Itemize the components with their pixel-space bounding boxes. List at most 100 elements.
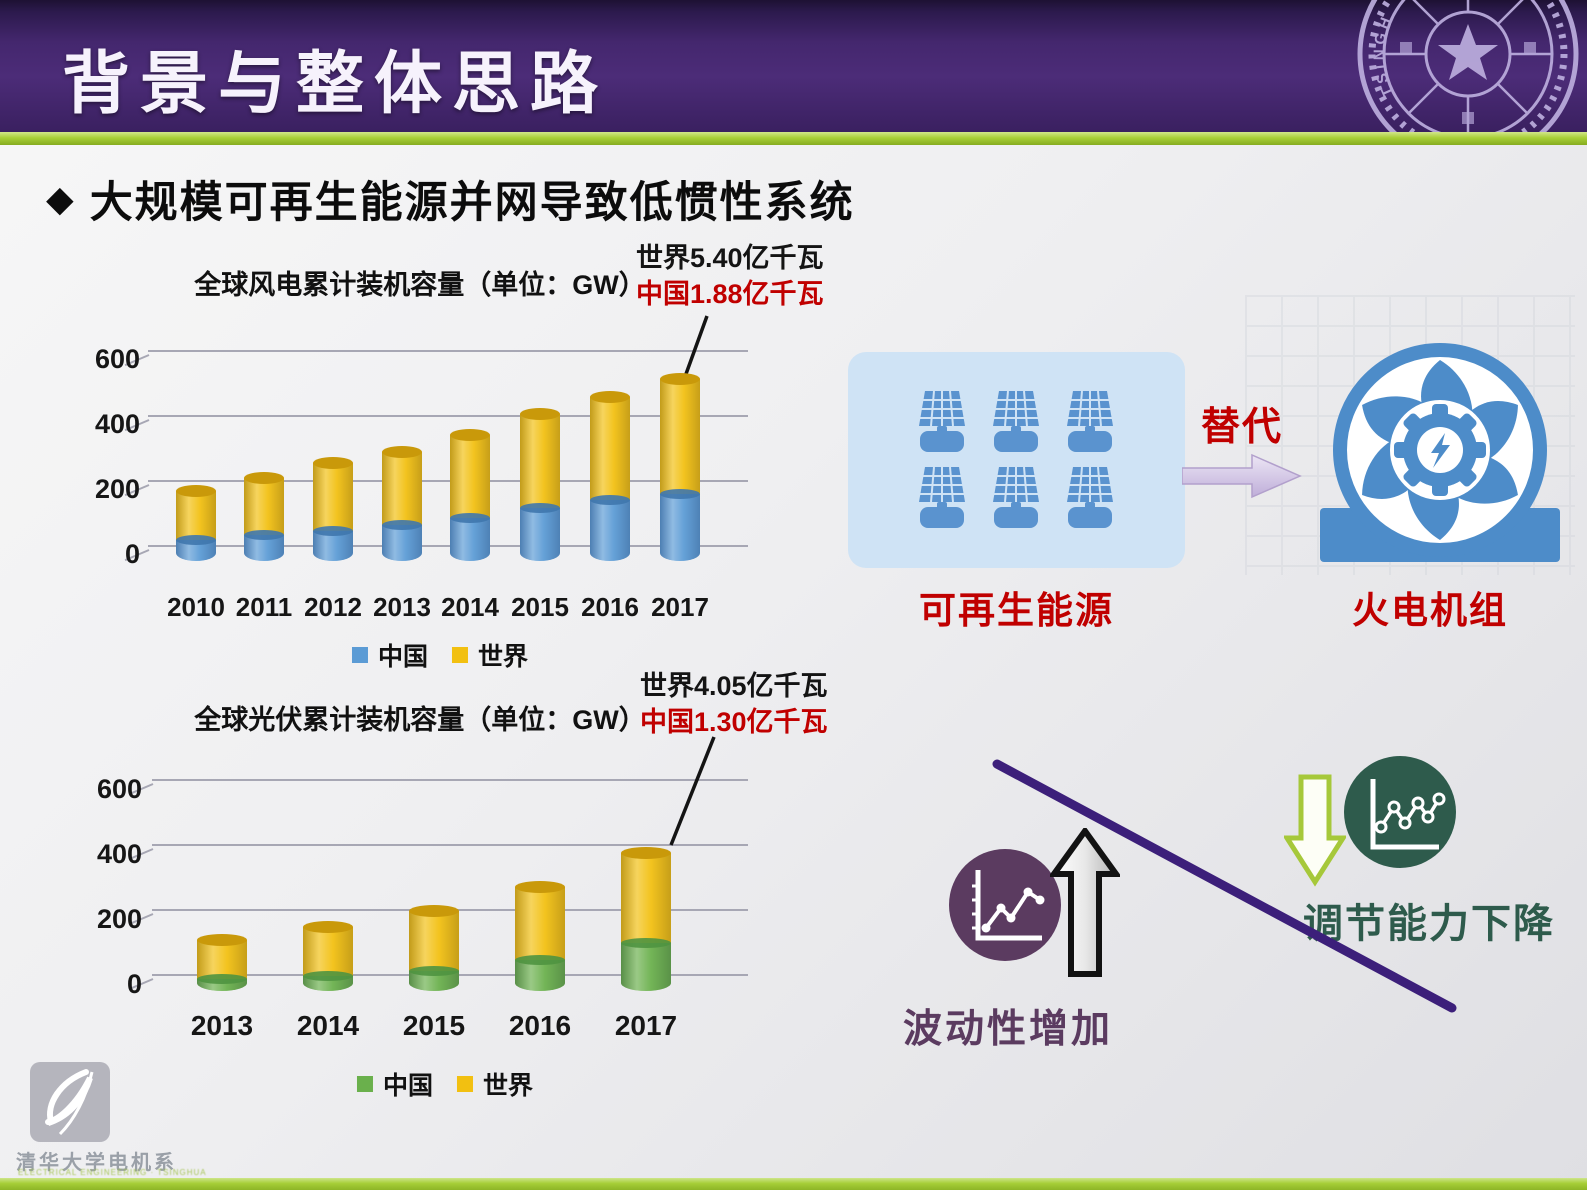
- gridline-600: [152, 779, 748, 781]
- green-divider: [0, 132, 1587, 145]
- pv-chart-annotation: 世界4.05亿千瓦 中国1.30亿千瓦: [640, 668, 828, 740]
- bar-world-segment: [176, 491, 216, 540]
- bar-china-segment: [409, 971, 459, 991]
- x-axis-year-label: 2011: [235, 592, 293, 622]
- y-tick-label: 600: [96, 774, 142, 804]
- wind-chart-legend: 中国 世界: [351, 637, 542, 673]
- bar-junction-cap: [176, 535, 216, 545]
- legend-label-china: 中国: [377, 643, 428, 671]
- bar-world-segment: [244, 478, 284, 535]
- bar-top-cap: [176, 485, 216, 497]
- x-axis-year-label: 2016: [508, 1010, 572, 1041]
- bar-cylinder-shading: [409, 911, 459, 991]
- thermal-turbine-icon: [1320, 343, 1560, 562]
- bar-world-segment: [197, 940, 247, 979]
- bar-china-segment: [590, 500, 630, 561]
- tsinghua-seal-icon: TSINGHUA: [1357, 0, 1579, 132]
- regulation-label: 调节能力下降: [1303, 902, 1555, 946]
- legend-swatch-china: [356, 1076, 373, 1092]
- bar-china-segment: [176, 540, 216, 561]
- department-subtitle: ELECTRICAL ENGINEERING · TSINGHUA: [18, 1168, 207, 1177]
- legend-label-china: 中国: [382, 1072, 433, 1100]
- bar-junction-cap: [244, 530, 284, 540]
- diamond-bullet-icon: ◆: [46, 178, 74, 219]
- bar-junction-cap: [590, 495, 630, 505]
- department-name: 清华大学电机系: [16, 1152, 177, 1174]
- bar-cylinder-shading: [176, 491, 216, 561]
- bar-china-segment: [450, 518, 490, 561]
- department-logo-swoosh-icon: [45, 1069, 94, 1136]
- slide-heading: ◆ 大规模可再生能源并网导致低惯性系统: [46, 168, 855, 230]
- legend-swatch-world: [457, 1076, 473, 1092]
- bar-top-cap: [590, 391, 630, 403]
- bar-cylinder-shading: [660, 379, 700, 561]
- wind-chart-title: 全球风电累计装机容量（单位：GW）: [194, 270, 646, 300]
- bar-junction-cap: [450, 513, 490, 523]
- legend-label-world: 世界: [483, 1072, 534, 1100]
- bar-top-cap: [660, 373, 700, 385]
- bar-cylinder-shading: [313, 463, 353, 561]
- bar-world-segment: [303, 927, 353, 976]
- bar-junction-cap: [382, 520, 422, 530]
- bar-china-segment: [520, 508, 560, 561]
- solar-panel-icon: [918, 466, 965, 528]
- bar-top-cap: [450, 429, 490, 441]
- solar-panel-icon: [992, 466, 1039, 528]
- page-title: 背景与整体思路: [62, 46, 609, 122]
- bar-cylinder-shading: [515, 887, 565, 991]
- wind-annotation-china: 中国1.88亿千瓦: [636, 279, 824, 309]
- bar-china-segment: [382, 525, 422, 561]
- gridline-600: [148, 350, 748, 352]
- solar-panel-icon: [1066, 390, 1113, 452]
- bar-top-cap: [313, 457, 353, 469]
- bar-world-segment: [520, 414, 560, 508]
- bar-2015: [409, 905, 459, 991]
- bar-2014: [450, 429, 490, 561]
- bar-junction-cap: [409, 966, 459, 976]
- bar-junction-cap: [515, 955, 565, 965]
- bar-china-segment: [515, 960, 565, 991]
- bar-2015: [520, 408, 560, 561]
- bar-junction-cap: [660, 489, 700, 499]
- bar-2012: [313, 457, 353, 561]
- pv-chart-legend: 中国 世界: [356, 1066, 547, 1102]
- y-tick-label: 200: [96, 904, 142, 934]
- gridline-400: [152, 844, 748, 846]
- bar-junction-cap: [520, 503, 560, 513]
- x-axis-year-label: 2015: [402, 1010, 466, 1041]
- bar-2010: [176, 485, 216, 561]
- legend-label-world: 世界: [478, 643, 529, 671]
- renewable-energy-box: [848, 352, 1185, 568]
- bar-top-cap: [621, 847, 671, 859]
- wind-annotation-world: 世界5.40亿千瓦: [636, 243, 824, 273]
- fluctuating-trend-chart-icon: [1344, 756, 1456, 868]
- bar-junction-cap: [313, 526, 353, 536]
- bar-china-segment: [660, 494, 700, 561]
- bar-cylinder-shading: [621, 853, 671, 991]
- wind-chart-annotation: 世界5.40亿千瓦 中国1.88亿千瓦: [636, 240, 824, 312]
- replace-label: 替代: [1200, 406, 1283, 449]
- bar-world-segment: [515, 887, 565, 960]
- bar-junction-cap: [621, 938, 671, 948]
- bar-2017: [660, 373, 700, 561]
- bar-2016: [590, 391, 630, 561]
- x-axis-year-label: 2010: [167, 592, 225, 622]
- slide-heading-text: 大规模可再生能源并网导致低惯性系统: [89, 179, 855, 227]
- bar-2011: [244, 472, 284, 561]
- renewable-label: 可再生能源: [919, 590, 1114, 631]
- bar-world-segment: [313, 463, 353, 531]
- bar-world-segment: [660, 379, 700, 494]
- x-axis-year-label: 2014: [441, 592, 499, 622]
- x-axis-year-label: 2017: [614, 1010, 678, 1041]
- x-axis-year-label: 2014: [296, 1010, 360, 1041]
- bar-2013: [382, 446, 422, 561]
- y-tick-label: 0: [124, 539, 140, 569]
- replace-arrow-group: 替代: [1181, 396, 1302, 505]
- x-axis-year-label: 2016: [581, 592, 639, 622]
- y-tick-label: 400: [94, 409, 140, 439]
- bar-world-segment: [621, 853, 671, 943]
- bar-world-segment: [590, 397, 630, 500]
- bar-top-cap: [382, 446, 422, 458]
